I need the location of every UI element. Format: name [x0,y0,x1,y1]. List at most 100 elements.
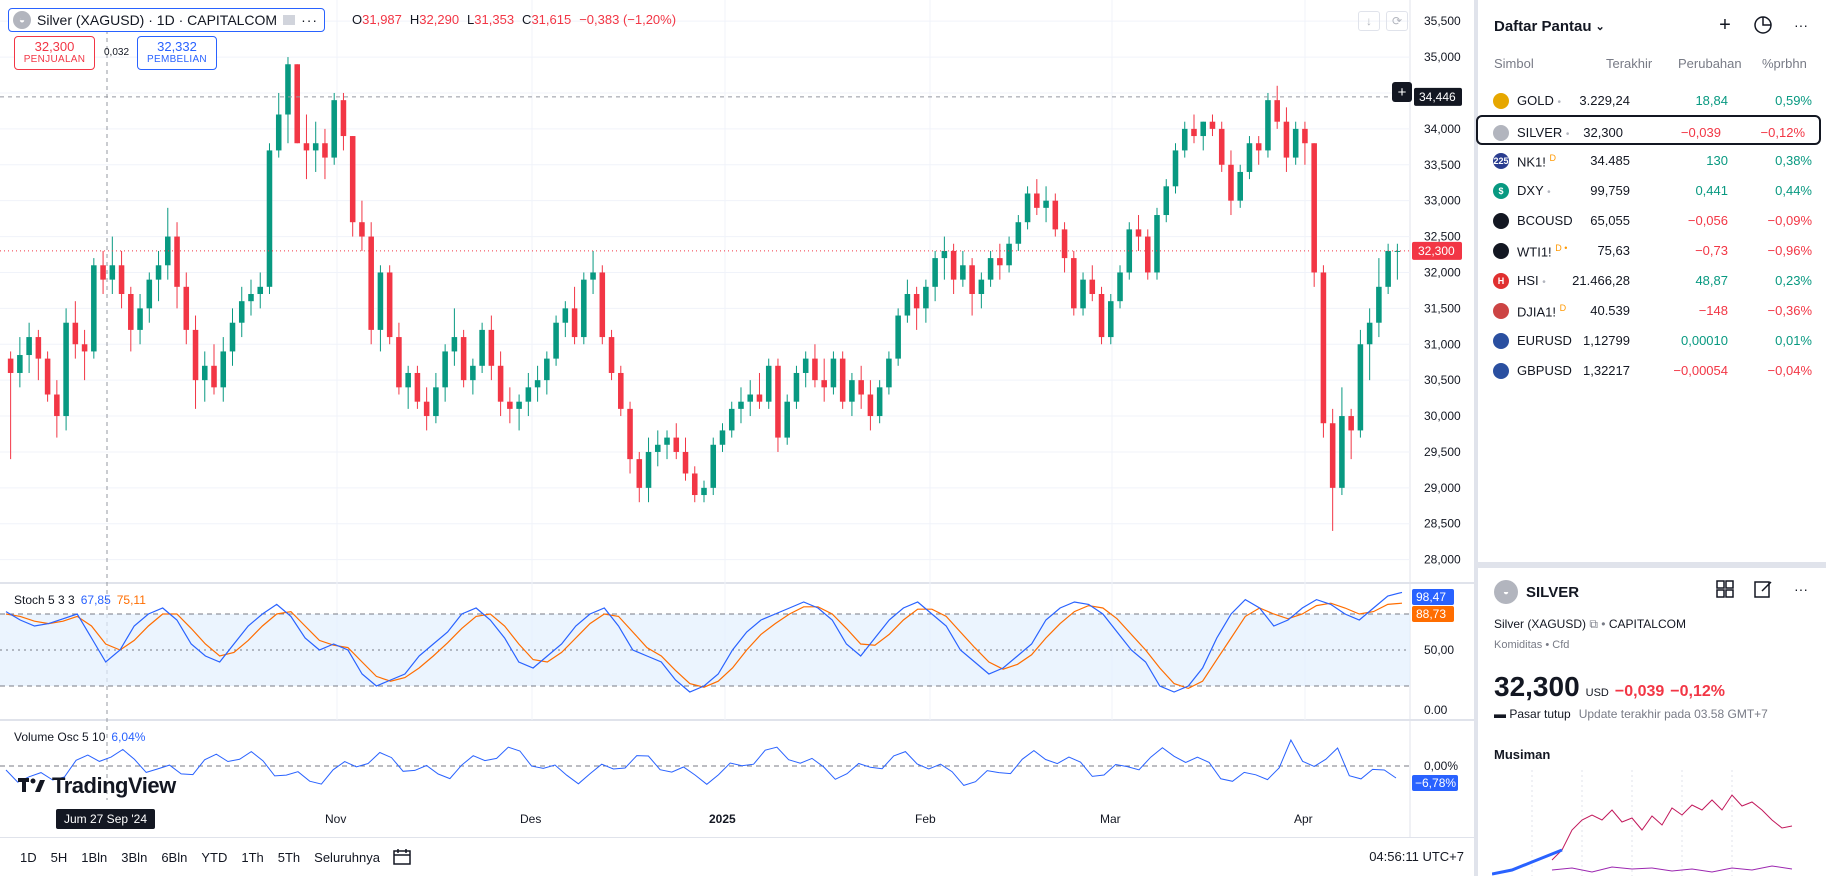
panel-divider[interactable] [1478,562,1826,568]
candle-body [756,394,763,402]
candle-body [1218,128,1225,165]
buy-button[interactable]: 32,332 PEMBELIAN [137,36,217,70]
watchlist-title[interactable]: Daftar Pantau ⌄ [1494,18,1605,35]
candle-body [54,394,60,417]
col-symbol[interactable]: Simbol [1494,56,1534,71]
stoch-pane: 50,00 0.00 98,47 88,73 [0,589,1454,717]
chart-area[interactable]: 50,00 0.00 98,47 88,73 0,00% −6,78% 35,500 35… [0,0,1474,876]
candle-body [1348,416,1354,431]
sell-price: 32,300 [34,39,75,54]
candle-body [1043,200,1049,208]
watchlist-row-hsi[interactable]: H HSI • 21.466,28 48,87 0,23% [1478,265,1826,295]
price-chart[interactable]: 50,00 0.00 98,47 88,73 0,00% −6,78% 35,500 35… [0,0,1474,837]
watchlist-last: 3.229,24 [1579,93,1630,108]
add-symbol-icon[interactable]: + [1719,13,1731,36]
stoch-axis-label: 0.00 [1424,703,1448,717]
calendar-icon[interactable] [392,848,412,866]
watchlist-row-wti1[interactable]: WTI1! D • 75,63 −0,73 −0,96% [1478,235,1826,265]
ohlc-change: −0,383 (−1,20%) [579,12,677,27]
candle-body [368,236,374,330]
volosc-legend[interactable]: Volume Osc 5 10 6,04% [14,730,145,744]
details-fullname-text[interactable]: Silver (XAGUSD) [1494,617,1587,631]
candle-body [978,279,985,294]
sell-button[interactable]: 32,300 PENJUALAN [14,36,95,70]
col-change[interactable]: Perubahan [1678,56,1742,71]
watchlist-pct: 0,59% [1775,93,1812,108]
price-axis-label: 35,500 [1424,14,1461,28]
watchlist-flag: D [1559,303,1567,313]
range-1d[interactable]: 1D [20,849,37,865]
volosc-axis-label: 0,00% [1424,759,1458,773]
candle-body [960,265,966,280]
watchlist-last: 21.466,28 [1572,273,1630,288]
candle-body [655,444,661,452]
watchlist-pct: 0,01% [1775,333,1812,348]
sell-label: PENJUALAN [23,54,86,65]
candle-body [1366,322,1373,345]
candle-body [969,265,975,294]
candle-body [738,401,744,409]
range-all[interactable]: Seluruhnya [314,849,380,865]
watchlist-row-nk1[interactable]: 225 NK1! D 34.485 130 0,38% [1478,145,1826,175]
candle-body [451,337,458,352]
candle-body [1052,200,1059,230]
refresh-icon[interactable]: ⟳ [1386,11,1408,31]
pie-chart-icon[interactable] [1752,14,1774,36]
range-5y[interactable]: 5Th [277,849,301,865]
candle-body [1237,171,1243,201]
range-ytd[interactable]: YTD [201,849,228,865]
candle-body [701,487,707,496]
candle-body [1006,243,1012,266]
candle-body [599,272,606,338]
seasonal-chart[interactable] [1492,770,1818,876]
add-alert-icon[interactable]: + [1392,82,1412,102]
more-icon[interactable]: ··· [301,12,319,28]
tradingview-logo[interactable]: TradingView [18,773,176,799]
watchlist-row-gbpusd[interactable]: GBPUSD 1,32217 −0,00054 −0,04% [1478,355,1826,385]
watchlist-columns: Simbol Terakhir Perubahan %prbhn [1478,56,1826,78]
time-label-apr: Apr [1294,812,1313,826]
range-1m[interactable]: 1Bln [81,849,108,865]
candle-body [1015,222,1022,244]
watchlist-row-bcousd[interactable]: BCOUSD 65,055 −0,056 −0,09% [1478,205,1826,235]
range-3m[interactable]: 3Bln [121,849,148,865]
watchlist-change: −0,73 [1695,243,1728,258]
candle-body [719,430,726,445]
edit-icon[interactable] [1752,578,1774,600]
candle-body [710,444,717,488]
watchlist-change: −148 [1698,303,1728,318]
stoch-legend[interactable]: Stoch 5 3 3 67,85 75,11 [14,593,146,607]
candle-body [525,387,532,402]
watchlist-row-djia1[interactable]: DJIA1! D 40.539 −148 −0,36% [1478,295,1826,325]
download-icon[interactable]: ↓ [1358,11,1380,31]
details-actions: ··· [1714,578,1812,600]
external-link-icon[interactable]: ⧉ [1589,617,1598,631]
candle-body [839,358,846,402]
col-pct[interactable]: %prbhn [1762,56,1807,71]
watchlist-flag: • [1542,277,1546,288]
watchlist-row-dxy[interactable]: $ DXY • 99,759 0,441 0,44% [1478,175,1826,205]
candle-body [81,344,88,352]
candle-body [1311,143,1317,273]
stoch-name: Stoch 5 3 3 [14,593,75,607]
candle-body [1209,121,1216,129]
symbol-legend[interactable]: ◒ Silver (XAGUSD) · 1D · CAPITALCOM ··· [8,8,326,32]
watchlist-row-gold[interactable]: GOLD • 3.229,24 18,84 0,59% [1478,85,1826,115]
flag-icon[interactable] [283,15,296,25]
more-icon[interactable]: ··· [1794,17,1808,33]
more-icon[interactable]: ··· [1794,581,1808,597]
grid-icon[interactable] [1714,578,1736,600]
ohlc-high: H32,290 [409,12,460,27]
watchlist-row-eurusd[interactable]: EURUSD 1,12799 0,00010 0,01% [1478,325,1826,355]
watchlist-row-silver[interactable]: SILVER • 32,300 −0,039 −0,12% [1476,115,1821,145]
candle-body [562,308,569,323]
col-last[interactable]: Terakhir [1606,56,1653,71]
range-5d[interactable]: 5H [50,849,68,865]
candle-body [1255,143,1262,151]
range-1y[interactable]: 1Th [241,849,264,865]
range-6m[interactable]: 6Bln [161,849,188,865]
clock[interactable]: 04:56:11 UTC+7 [1369,849,1464,864]
candle-body [238,301,245,323]
price-axis-label: 31,000 [1424,337,1461,351]
time-label-mar: Mar [1100,812,1121,826]
